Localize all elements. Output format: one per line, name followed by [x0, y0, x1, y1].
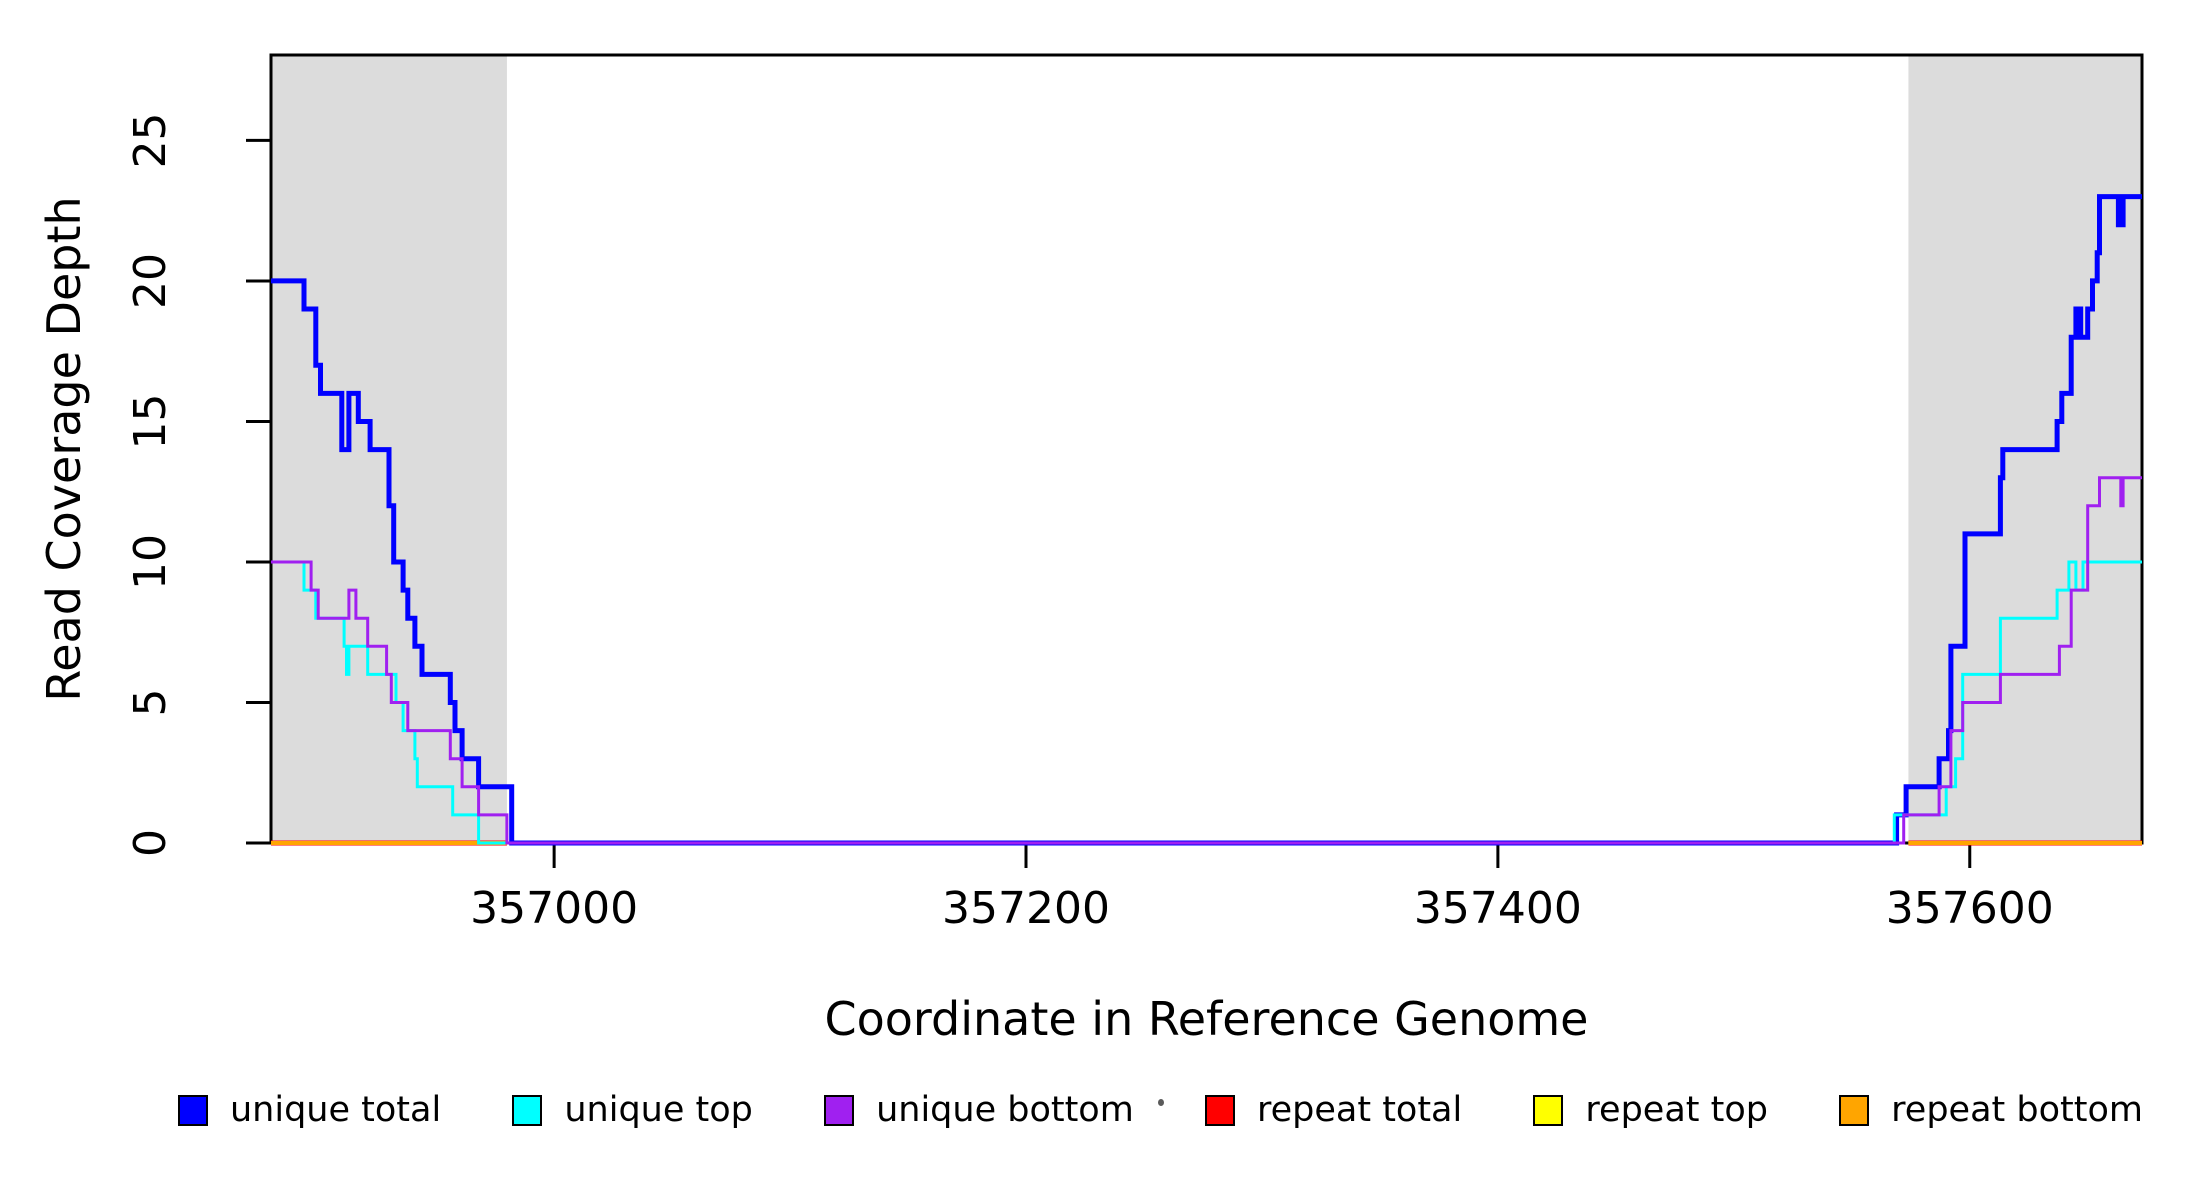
y-tick-label: 0 [125, 829, 176, 857]
legend: unique total unique top unique bottom re… [178, 1082, 2143, 1138]
legend-item: unique total [178, 1090, 441, 1130]
y-tick-label: 10 [125, 534, 176, 590]
legend-swatch-icon [1533, 1094, 1564, 1126]
x-tick-label: 357200 [942, 883, 1110, 934]
plot-border [269, 53, 2144, 845]
legend-item: unique top [512, 1090, 753, 1130]
series-line-unique-top [271, 560, 2142, 845]
legend-item-label: repeat bottom [1891, 1090, 2143, 1130]
legend-swatch-icon [512, 1094, 543, 1126]
x-axis-title: Coordinate in Reference Genome [825, 992, 1589, 1046]
legend-item-label: repeat top [1585, 1090, 1768, 1130]
legend-item: repeat bottom [1839, 1090, 2143, 1130]
legend-item-label: unique bottom [876, 1090, 1134, 1130]
y-axis-title: Read Coverage Depth [37, 196, 91, 701]
y-tick-label: 20 [125, 253, 176, 309]
x-tick-label: 357400 [1414, 883, 1582, 934]
series-line-unique-bottom [271, 476, 2142, 845]
legend-swatch-icon [178, 1094, 208, 1126]
legend-item: repeat total [1205, 1090, 1462, 1130]
legend-item-label: unique total [230, 1090, 442, 1130]
legend-item-label: repeat total [1257, 1090, 1463, 1130]
legend-item-label: unique top [564, 1090, 753, 1130]
series-line-unique-total [271, 194, 2142, 846]
legend-item: unique bottom [824, 1090, 1134, 1130]
legend-swatch-icon [824, 1094, 855, 1126]
legend-item: repeat top [1533, 1090, 1768, 1130]
x-tick-label: 357000 [470, 883, 638, 934]
y-tick-label: 15 [125, 393, 176, 449]
y-tick-label: 5 [125, 688, 176, 716]
stray-dot-artifact [1158, 1099, 1164, 1106]
x-tick-label: 357600 [1886, 883, 2054, 934]
legend-swatch-icon [1205, 1094, 1235, 1126]
legend-swatch-icon [1839, 1094, 1870, 1126]
y-tick-label: 25 [125, 112, 176, 168]
